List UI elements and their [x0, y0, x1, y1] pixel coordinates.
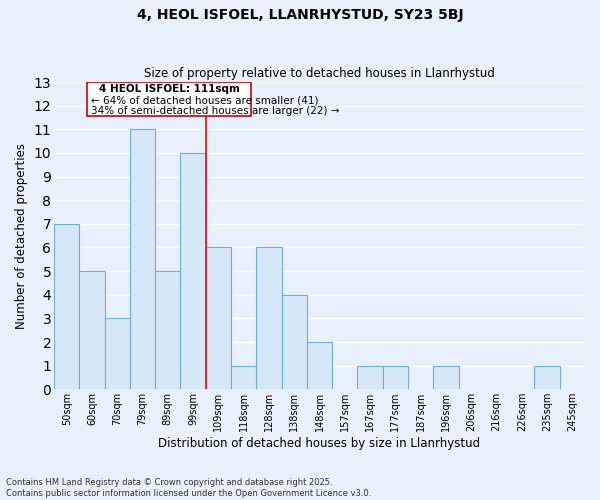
- Bar: [206, 248, 231, 390]
- Bar: [87, 82, 251, 116]
- Bar: [104, 318, 130, 390]
- Title: Size of property relative to detached houses in Llanrhystud: Size of property relative to detached ho…: [144, 66, 495, 80]
- Bar: [535, 366, 560, 390]
- Bar: [307, 342, 332, 390]
- Bar: [281, 295, 307, 390]
- Bar: [130, 130, 155, 390]
- Bar: [256, 248, 281, 390]
- Bar: [433, 366, 458, 390]
- Text: ← 64% of detached houses are smaller (41): ← 64% of detached houses are smaller (41…: [91, 95, 318, 105]
- Bar: [383, 366, 408, 390]
- Bar: [155, 271, 181, 390]
- Text: 4 HEOL ISFOEL: 111sqm: 4 HEOL ISFOEL: 111sqm: [98, 84, 239, 94]
- Bar: [181, 153, 206, 390]
- Text: 4, HEOL ISFOEL, LLANRHYSTUD, SY23 5BJ: 4, HEOL ISFOEL, LLANRHYSTUD, SY23 5BJ: [137, 8, 463, 22]
- Text: Contains HM Land Registry data © Crown copyright and database right 2025.
Contai: Contains HM Land Registry data © Crown c…: [6, 478, 371, 498]
- Bar: [358, 366, 383, 390]
- Bar: [231, 366, 256, 390]
- Text: 34% of semi-detached houses are larger (22) →: 34% of semi-detached houses are larger (…: [91, 106, 339, 116]
- Y-axis label: Number of detached properties: Number of detached properties: [15, 142, 28, 328]
- Bar: [54, 224, 79, 390]
- Bar: [79, 271, 104, 390]
- X-axis label: Distribution of detached houses by size in Llanrhystud: Distribution of detached houses by size …: [158, 437, 481, 450]
